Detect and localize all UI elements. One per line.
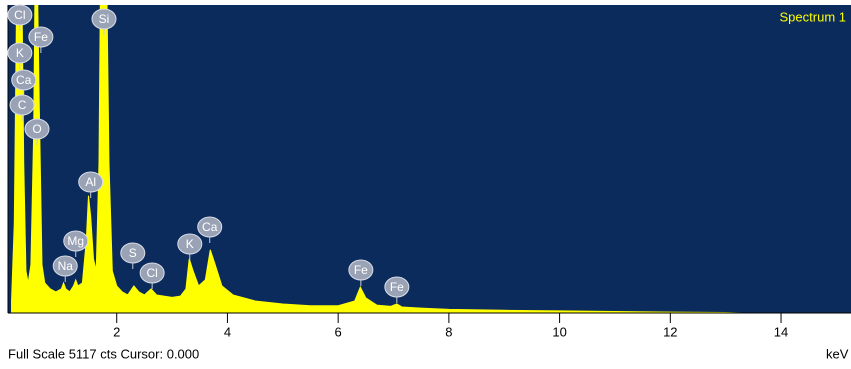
peak-label: O xyxy=(32,122,41,136)
peak-label: Ca xyxy=(16,73,32,87)
x-axis-label: keV xyxy=(826,346,849,361)
peak-label: C xyxy=(18,98,27,112)
peak-label: Cl xyxy=(14,8,25,22)
peak-bubble xyxy=(28,26,54,48)
footer-status: Full Scale 5117 cts Cursor: 0.000 xyxy=(8,346,199,361)
peak-bubble xyxy=(7,42,33,64)
peak-label: Na xyxy=(58,259,74,273)
peak-label: Ca xyxy=(202,220,218,234)
x-tick-label: 6 xyxy=(335,324,342,339)
peak-label: S xyxy=(129,246,137,260)
peak-label: K xyxy=(186,237,194,251)
spectrum-title: Spectrum 1 xyxy=(780,9,846,24)
peak-label: Fe xyxy=(354,263,368,277)
peak-bubble xyxy=(52,255,78,277)
peak-label: Fe xyxy=(34,30,48,44)
peak-bubble xyxy=(91,8,117,30)
spectrum xyxy=(11,5,851,313)
peak-bubble xyxy=(120,242,146,264)
peak-label: Mg xyxy=(67,234,84,248)
plot-background xyxy=(8,5,851,313)
x-tick-label: 8 xyxy=(445,324,452,339)
x-tick-label: 10 xyxy=(552,324,566,339)
x-tick-label: 4 xyxy=(224,324,231,339)
peak-bubble xyxy=(11,69,37,91)
peak-bubble xyxy=(348,259,374,281)
peak-bubble xyxy=(197,216,223,238)
peak-bubble xyxy=(177,233,203,255)
peak-label: Fe xyxy=(390,280,404,294)
peak-label: Al xyxy=(85,175,96,189)
peak-bubble xyxy=(63,230,89,252)
peak-label: Si xyxy=(99,12,110,26)
peak-bubble xyxy=(9,94,35,116)
peak-label: Cl xyxy=(146,266,157,280)
x-tick-label: 14 xyxy=(774,324,788,339)
x-tick-label: 2 xyxy=(113,324,120,339)
peak-bubble xyxy=(78,171,104,193)
peak-bubble xyxy=(24,118,50,140)
peak-bubble xyxy=(139,262,165,284)
peak-bubble xyxy=(7,4,33,26)
x-tick-label: 12 xyxy=(663,324,677,339)
peak-bubble xyxy=(384,276,410,298)
peak-label: K xyxy=(16,46,24,60)
